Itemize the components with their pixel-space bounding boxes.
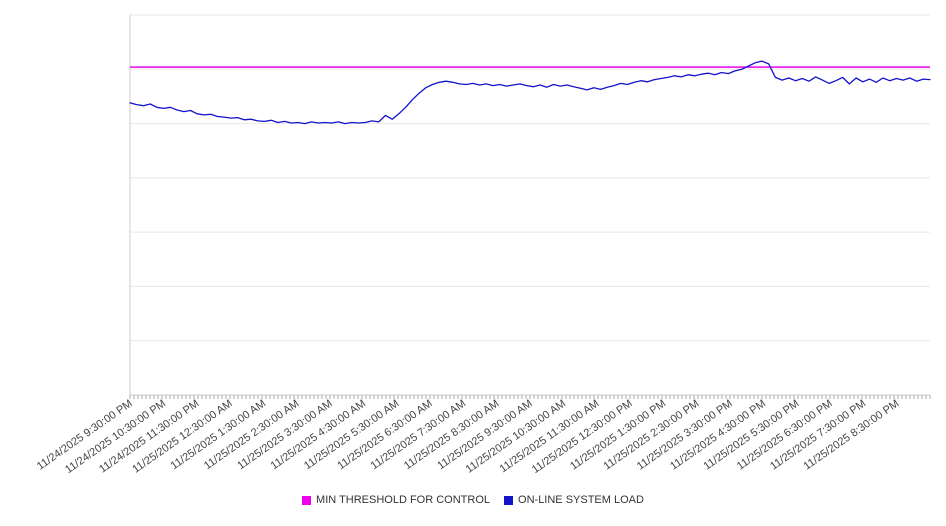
chart-legend: MIN THRESHOLD FOR CONTROL ON-LINE SYSTEM … (0, 494, 946, 506)
legend-item[interactable]: MIN THRESHOLD FOR CONTROL (302, 494, 490, 506)
legend-swatch-icon (302, 495, 312, 505)
legend-item[interactable]: ON-LINE SYSTEM LOAD (504, 494, 644, 506)
legend-label: MIN THRESHOLD FOR CONTROL (316, 494, 491, 506)
system-load-line (129, 60, 931, 125)
legend-label: ON-LINE SYSTEM LOAD (518, 494, 644, 506)
legend-swatch-icon (504, 495, 514, 505)
